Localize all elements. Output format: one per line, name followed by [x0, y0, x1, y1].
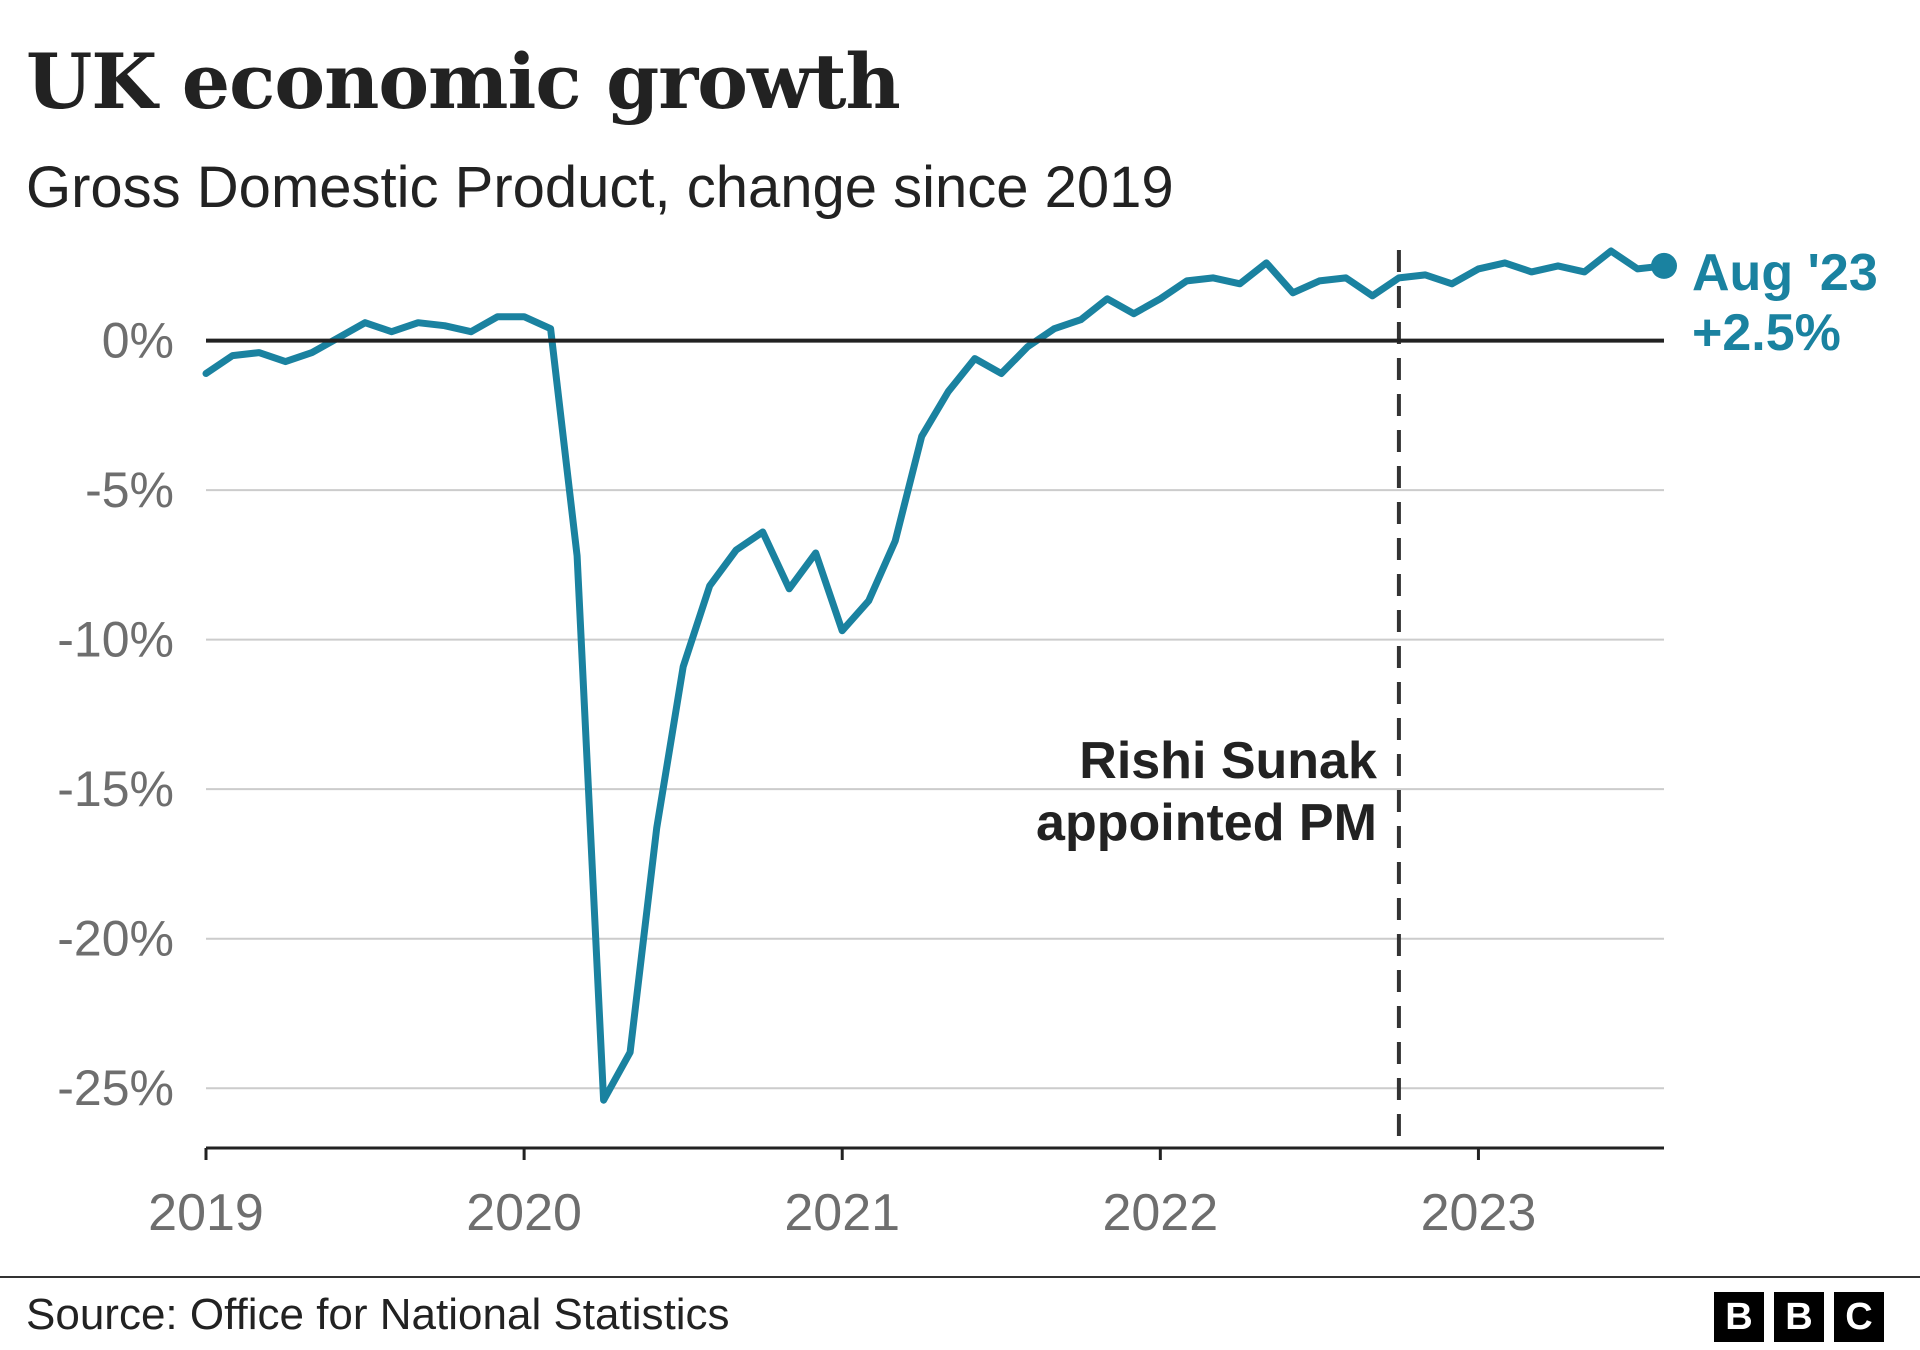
end-label-value: +2.5%	[1692, 304, 1841, 362]
end-label-date: Aug '23	[1692, 244, 1878, 302]
bbc-logo: B B C	[1714, 1292, 1884, 1342]
y-tick-label: 0%	[102, 313, 174, 369]
x-tick-label: 2021	[784, 1184, 900, 1242]
y-tick-label: -20%	[57, 911, 174, 967]
chart-title: UK economic growth	[26, 37, 901, 126]
gdp-series-line	[202, 247, 1668, 1104]
bbc-logo-letter: C	[1834, 1292, 1884, 1342]
bbc-logo-letter: B	[1774, 1292, 1824, 1342]
y-tick-label: -5%	[85, 462, 174, 518]
y-tick-label: -25%	[57, 1060, 174, 1116]
annotation-label: Rishi Sunak	[1079, 732, 1377, 790]
end-point-marker	[1651, 252, 1677, 279]
x-tick-label: 2020	[466, 1184, 582, 1242]
footer-divider	[0, 1276, 1920, 1278]
x-tick-label: 2023	[1421, 1184, 1537, 1242]
x-tick-label: 2019	[148, 1184, 264, 1242]
chart-subtitle: Gross Domestic Product, change since 201…	[26, 155, 1174, 220]
source-note: Source: Office for National Statistics	[26, 1290, 730, 1339]
y-tick-label: -10%	[57, 612, 174, 668]
annotation-label: appointed PM	[1036, 794, 1377, 852]
y-tick-label: -15%	[57, 761, 174, 817]
bbc-logo-letter: B	[1714, 1292, 1764, 1342]
x-tick-label: 2022	[1102, 1184, 1218, 1242]
line-chart: 0% -5% -10% -15% -20% -25% 2019 2020 2021 2022 202…	[57, 244, 1878, 1242]
